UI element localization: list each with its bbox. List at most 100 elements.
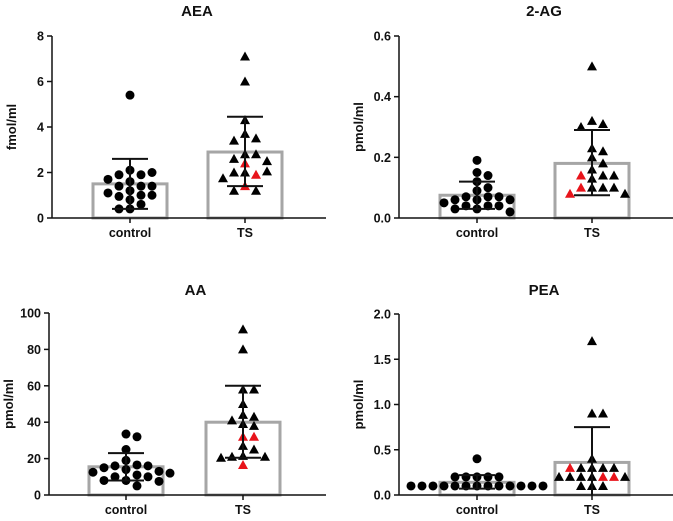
data-point-control (154, 476, 164, 486)
chart-title: 2-AG (526, 3, 562, 20)
data-point-TS (229, 135, 239, 145)
panel-pea: PEA pmol/ml 0.0 0.5 1.0 1.5 2.0 control TS (351, 282, 673, 517)
y-tick-label: 80 (27, 343, 41, 357)
data-point-control (450, 472, 460, 482)
y-tick-label: 0.0 (374, 212, 391, 226)
data-point-control (114, 170, 124, 180)
data-point-control (428, 481, 438, 491)
data-point-TS (229, 185, 239, 195)
data-point-control (147, 168, 157, 177)
y-tick-label: 0.6 (374, 30, 391, 44)
x-tick-label: control (109, 226, 151, 240)
y-tick-label: 0.5 (374, 443, 391, 457)
data-point-control (99, 463, 109, 473)
data-point-control (136, 181, 146, 191)
data-point-TS (576, 122, 586, 131)
y-tick-label: 1.5 (374, 353, 391, 367)
y-axis-label: pmol/ml (351, 380, 366, 430)
data-point-TS (240, 51, 250, 61)
chart-title: PEA (529, 282, 560, 299)
data-point-TS (576, 182, 586, 192)
y-tick-label: 6 (37, 75, 44, 89)
x-tick-label: control (456, 503, 498, 516)
data-point-control (125, 90, 135, 100)
y-tick-label: 0 (37, 212, 44, 226)
y-tick-label: 2 (37, 166, 44, 180)
data-point-control (505, 195, 515, 205)
y-tick-label: 40 (27, 416, 41, 430)
x-tick-label: control (105, 503, 147, 516)
data-point-TS (262, 166, 272, 176)
panel-2-ag: 2-AG pmol/ml 0.0 0.2 0.4 0.6 control TS (351, 3, 673, 240)
data-point-control (154, 466, 164, 476)
y-tick-label: 20 (27, 452, 41, 466)
x-tick-label: control (456, 226, 498, 240)
data-point-TS (609, 471, 619, 481)
data-point-control (461, 472, 471, 482)
data-point-control (110, 461, 120, 471)
data-point-control (538, 481, 548, 491)
data-point-TS (249, 411, 259, 421)
data-point-control (136, 170, 146, 180)
data-point-TS (249, 444, 259, 454)
data-point-control (121, 429, 131, 439)
data-point-control (132, 432, 142, 442)
x-tick-label: TS (237, 226, 253, 240)
data-point-TS (587, 336, 597, 346)
y-tick-label: 4 (37, 121, 44, 135)
data-point-control (472, 168, 482, 177)
data-point-TS (620, 471, 630, 481)
data-point-TS (251, 149, 261, 159)
data-point-control (143, 461, 153, 471)
data-point-control (472, 155, 482, 165)
data-point-TS (251, 133, 261, 143)
data-point-TS (262, 156, 272, 166)
data-point-control (505, 481, 515, 491)
data-point-control (103, 188, 113, 198)
data-point-control (505, 207, 515, 217)
data-point-control (114, 191, 124, 201)
data-point-TS (260, 451, 270, 461)
data-point-TS (609, 182, 619, 192)
data-point-TS (565, 188, 575, 198)
data-point-TS (598, 118, 608, 128)
y-tick-label: 0 (34, 489, 41, 503)
data-point-control (516, 481, 526, 491)
y-tick-label: 1.0 (374, 398, 391, 412)
data-point-TS (249, 420, 259, 430)
data-point-TS (598, 471, 608, 481)
data-point-TS (576, 480, 586, 490)
y-tick-label: 8 (37, 30, 44, 44)
data-point-TS (598, 158, 608, 168)
data-point-TS (216, 452, 226, 462)
data-point-TS (565, 462, 575, 472)
data-point-control (483, 183, 493, 193)
y-tick-label: 2.0 (374, 308, 391, 322)
data-point-control (103, 174, 113, 184)
data-point-control (136, 190, 146, 200)
y-axis-label: pmol/ml (1, 379, 16, 429)
data-point-TS (565, 471, 575, 481)
data-point-control (439, 198, 449, 208)
data-point-control (114, 181, 124, 191)
y-tick-label: 0.0 (374, 489, 391, 503)
data-point-TS (576, 471, 586, 481)
data-point-control (450, 204, 460, 214)
data-point-control (147, 190, 157, 200)
data-point-TS (587, 408, 597, 418)
y-tick-label: 0.2 (374, 151, 391, 165)
x-tick-label: TS (235, 503, 251, 516)
data-point-control (165, 468, 175, 478)
chart-title: AEA (181, 3, 213, 20)
panel-aa: AA pmol/ml 0 20 40 60 80 100 control TS (1, 282, 326, 517)
data-point-TS (598, 462, 608, 472)
y-tick-label: 100 (20, 307, 41, 321)
data-point-TS (576, 462, 586, 472)
data-point-control (143, 472, 153, 482)
data-point-TS (240, 76, 250, 86)
chart-title: AA (185, 282, 207, 299)
data-point-TS (620, 188, 630, 198)
data-point-TS (598, 408, 608, 418)
data-point-control (110, 472, 120, 482)
